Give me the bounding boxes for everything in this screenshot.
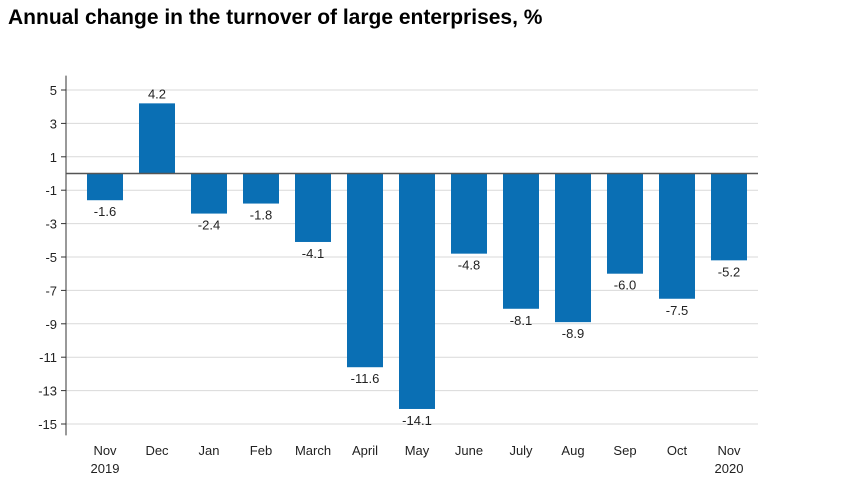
data-label: -4.1 bbox=[302, 246, 324, 261]
data-label: 4.2 bbox=[148, 86, 166, 101]
axes bbox=[61, 75, 758, 436]
x-tick-label: Oct bbox=[667, 443, 688, 458]
y-tick-label: -15 bbox=[38, 417, 57, 432]
bar bbox=[399, 173, 435, 409]
y-tick-label: -1 bbox=[45, 183, 57, 198]
y-tick-label: 3 bbox=[50, 116, 57, 131]
bar bbox=[503, 173, 539, 309]
data-label: -1.6 bbox=[94, 204, 116, 219]
y-tick-label: -5 bbox=[45, 250, 57, 265]
x-tick-label: June bbox=[455, 443, 483, 458]
chart-title: Annual change in the turnover of large e… bbox=[8, 6, 543, 29]
x-tick-label: May bbox=[405, 443, 430, 458]
x-tick-label: July bbox=[509, 443, 533, 458]
data-label: -6.0 bbox=[614, 278, 636, 293]
labels: 5 3 1 -1 -3 -5 -7 -9 -11 -13 -15 -1.6 Nov 2019 4.2 Dec -… bbox=[38, 83, 743, 476]
x-tick-label: Nov bbox=[93, 443, 117, 458]
x-tick-label: April bbox=[352, 443, 378, 458]
y-tick-label: -11 bbox=[39, 350, 57, 365]
y-tick-label: -13 bbox=[38, 384, 57, 399]
x-tick-label: March bbox=[295, 443, 331, 458]
data-label: -8.1 bbox=[510, 313, 532, 328]
x-tick-label: 2020 bbox=[715, 461, 744, 476]
data-label: -7.5 bbox=[666, 303, 688, 318]
x-tick-label: Feb bbox=[250, 443, 272, 458]
bar bbox=[191, 173, 227, 214]
y-tick-label: -9 bbox=[45, 317, 57, 332]
data-label: -14.1 bbox=[402, 413, 432, 428]
y-tick-label: 1 bbox=[50, 150, 57, 165]
bars bbox=[87, 103, 747, 409]
bar bbox=[711, 173, 747, 261]
x-tick-label: Aug bbox=[561, 443, 584, 458]
bar bbox=[87, 173, 123, 201]
y-tick-label: 5 bbox=[50, 83, 57, 98]
y-tick-label: -7 bbox=[45, 283, 57, 298]
bar bbox=[243, 173, 279, 204]
bar bbox=[607, 173, 643, 274]
data-label: -4.8 bbox=[458, 258, 480, 273]
x-tick-label: Jan bbox=[199, 443, 220, 458]
bar bbox=[347, 173, 383, 368]
data-label: -11.6 bbox=[351, 371, 380, 386]
data-label: -8.9 bbox=[562, 326, 584, 341]
y-tick-label: -3 bbox=[45, 217, 57, 232]
x-tick-label: 2019 bbox=[91, 461, 120, 476]
x-tick-label: Dec bbox=[145, 443, 169, 458]
x-tick-label: Sep bbox=[613, 443, 636, 458]
bar bbox=[295, 173, 331, 242]
data-label: -2.4 bbox=[198, 218, 220, 233]
x-tick-label: Nov bbox=[717, 443, 741, 458]
bar bbox=[451, 173, 487, 254]
bar bbox=[139, 103, 175, 174]
bar bbox=[659, 173, 695, 299]
data-label: -1.8 bbox=[250, 208, 272, 223]
data-label: -5.2 bbox=[718, 264, 740, 279]
bar bbox=[555, 173, 591, 323]
